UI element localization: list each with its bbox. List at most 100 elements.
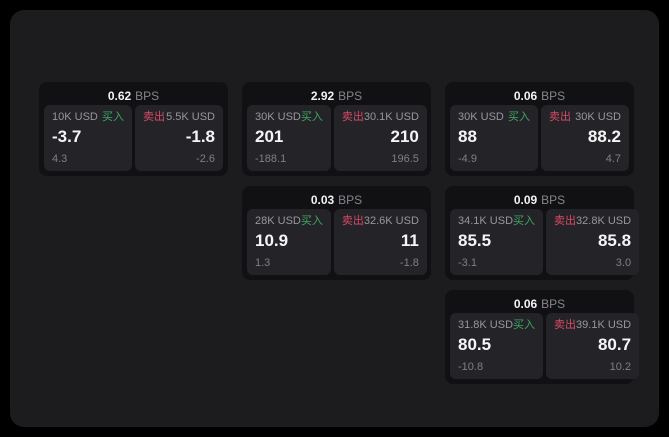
buy-quote-tile[interactable]: 31.8K USD 买入 80.5 -10.8	[450, 313, 544, 379]
buy-price: 10.9	[255, 231, 289, 250]
quote-card: 2.92 BPS 30K USD 买入 201 -188.1 卖出 30.1K …	[242, 82, 431, 176]
spread-value: 0.03	[310, 193, 335, 207]
sell-tile-header: 卖出 30K USD	[549, 111, 621, 124]
sell-size-label: 5.5K USD	[166, 111, 215, 123]
buy-quote-tile[interactable]: 34.1K USD 买入 85.5 -3.1	[450, 209, 544, 275]
sell-secondary-value: -2.6	[196, 153, 215, 165]
quote-card: 0.06 BPS 31.8K USD 买入 80.5 -10.8 卖出 39.1…	[445, 290, 640, 384]
sell-size-label: 32.6K USD	[363, 215, 419, 227]
sell-tile-header: 卖出 5.5K USD	[143, 111, 215, 124]
sell-label: 卖出	[341, 111, 364, 123]
quote-body: 30K USD 买入 88 -4.9 卖出 30K USD 88.2 4.7	[450, 105, 629, 171]
sell-tile-header: 卖出 32.6K USD	[342, 215, 419, 228]
sell-tile-header: 卖出 39.1K USD	[554, 319, 631, 332]
buy-secondary-value: -4.9	[458, 153, 477, 165]
sell-label: 卖出	[554, 319, 577, 331]
sell-label: 卖出	[341, 215, 364, 227]
spread-header: 2.92 BPS	[247, 87, 426, 105]
buy-label: 买入	[300, 215, 323, 227]
buy-tile-header: 34.1K USD 买入	[458, 215, 535, 228]
quote-body: 10K USD 买入 -3.7 4.3 卖出 5.5K USD -1.8 -2.…	[44, 105, 223, 171]
sell-label: 卖出	[143, 111, 165, 123]
buy-size-label: 30K USD	[458, 111, 504, 123]
buy-label: 买入	[513, 215, 536, 227]
spread-unit: BPS	[541, 89, 566, 103]
buy-secondary-value: -188.1	[255, 153, 287, 165]
sell-secondary-value: 10.2	[609, 361, 632, 373]
spread-unit: BPS	[338, 89, 363, 103]
quote-card: 0.03 BPS 28K USD 买入 10.9 1.3 卖出 32.6K US…	[242, 186, 431, 280]
sell-tile-header: 卖出 32.8K USD	[554, 215, 631, 228]
sell-size-label: 30K USD	[575, 111, 621, 123]
sell-quote-tile[interactable]: 卖出 5.5K USD -1.8 -2.6	[135, 105, 223, 171]
cards-grid: 0.62 BPS 10K USD 买入 -3.7 4.3 卖出 5.5K USD…	[39, 82, 640, 384]
spread-header: 0.62 BPS	[44, 87, 223, 105]
buy-secondary-value: -3.1	[458, 257, 477, 269]
spread-header: 0.09 BPS	[450, 191, 629, 209]
buy-label: 买入	[513, 319, 536, 331]
spread-unit: BPS	[541, 297, 566, 311]
buy-label: 买入	[300, 111, 323, 123]
buy-price: 80.5	[458, 335, 492, 354]
buy-secondary-value: -10.8	[458, 361, 484, 373]
sell-quote-tile[interactable]: 卖出 32.6K USD 11 -1.8	[333, 209, 427, 275]
quote-body: 28K USD 买入 10.9 1.3 卖出 32.6K USD 11 -1.8	[247, 209, 427, 275]
buy-secondary-value: 1.3	[255, 257, 271, 269]
sell-size-label: 39.1K USD	[576, 319, 632, 331]
buy-tile-header: 30K USD 买入	[255, 111, 323, 124]
sell-size-label: 32.8K USD	[576, 215, 632, 227]
buy-quote-tile[interactable]: 30K USD 买入 201 -188.1	[247, 105, 331, 171]
sell-price: 80.7	[597, 335, 632, 354]
sell-label: 卖出	[554, 215, 577, 227]
buy-price: 85.5	[458, 231, 492, 250]
quote-body: 34.1K USD 买入 85.5 -3.1 卖出 32.8K USD 85.8…	[450, 209, 640, 275]
buy-price: -3.7	[52, 127, 82, 146]
sell-size-label: 30.1K USD	[363, 111, 419, 123]
spread-value: 2.92	[310, 89, 335, 103]
buy-label: 买入	[102, 111, 124, 123]
buy-size-label: 31.8K USD	[458, 319, 514, 331]
spread-unit: BPS	[541, 193, 566, 207]
sell-quote-tile[interactable]: 卖出 30K USD 88.2 4.7	[541, 105, 629, 171]
sell-secondary-value: 196.5	[391, 153, 419, 165]
sell-secondary-value: 3.0	[615, 257, 632, 269]
quote-card: 0.62 BPS 10K USD 买入 -3.7 4.3 卖出 5.5K USD…	[39, 82, 228, 176]
spread-unit: BPS	[338, 193, 363, 207]
buy-size-label: 30K USD	[255, 111, 301, 123]
buy-tile-header: 28K USD 买入	[255, 215, 323, 228]
buy-tile-header: 30K USD 买入	[458, 111, 530, 124]
spread-header: 0.06 BPS	[450, 295, 629, 313]
quote-body: 31.8K USD 买入 80.5 -10.8 卖出 39.1K USD 80.…	[450, 313, 640, 379]
buy-quote-tile[interactable]: 28K USD 买入 10.9 1.3	[247, 209, 331, 275]
buy-size-label: 28K USD	[255, 215, 301, 227]
spread-header: 0.03 BPS	[247, 191, 426, 209]
sell-secondary-value: 4.7	[605, 153, 621, 165]
quote-card: 0.09 BPS 34.1K USD 买入 85.5 -3.1 卖出 32.8K…	[445, 186, 640, 280]
buy-tile-header: 31.8K USD 买入	[458, 319, 535, 332]
sell-price: 85.8	[597, 231, 632, 250]
quotes-panel: 0.62 BPS 10K USD 买入 -3.7 4.3 卖出 5.5K USD…	[10, 10, 659, 427]
spread-value: 0.06	[513, 89, 538, 103]
sell-price: -1.8	[185, 127, 215, 146]
quote-card: 0.06 BPS 30K USD 买入 88 -4.9 卖出 30K USD 8…	[445, 82, 634, 176]
buy-tile-header: 10K USD 买入	[52, 111, 124, 124]
spread-value: 0.09	[513, 193, 538, 207]
spread-value: 0.62	[107, 89, 132, 103]
sell-label: 卖出	[549, 111, 571, 123]
quote-body: 30K USD 买入 201 -188.1 卖出 30.1K USD 210 1…	[247, 105, 427, 171]
buy-label: 买入	[508, 111, 530, 123]
buy-price: 201	[255, 127, 284, 146]
buy-quote-tile[interactable]: 30K USD 买入 88 -4.9	[450, 105, 538, 171]
sell-quote-tile[interactable]: 卖出 30.1K USD 210 196.5	[333, 105, 427, 171]
buy-size-label: 34.1K USD	[458, 215, 514, 227]
sell-secondary-value: -1.8	[399, 257, 419, 269]
sell-quote-tile[interactable]: 卖出 39.1K USD 80.7 10.2	[546, 313, 640, 379]
sell-price: 88.2	[587, 127, 621, 146]
buy-secondary-value: 4.3	[52, 153, 68, 165]
buy-quote-tile[interactable]: 10K USD 买入 -3.7 4.3	[44, 105, 132, 171]
sell-quote-tile[interactable]: 卖出 32.8K USD 85.8 3.0	[546, 209, 640, 275]
sell-price: 11	[400, 231, 419, 250]
buy-price: 88	[458, 127, 477, 146]
spread-value: 0.06	[513, 297, 538, 311]
spread-unit: BPS	[135, 89, 160, 103]
